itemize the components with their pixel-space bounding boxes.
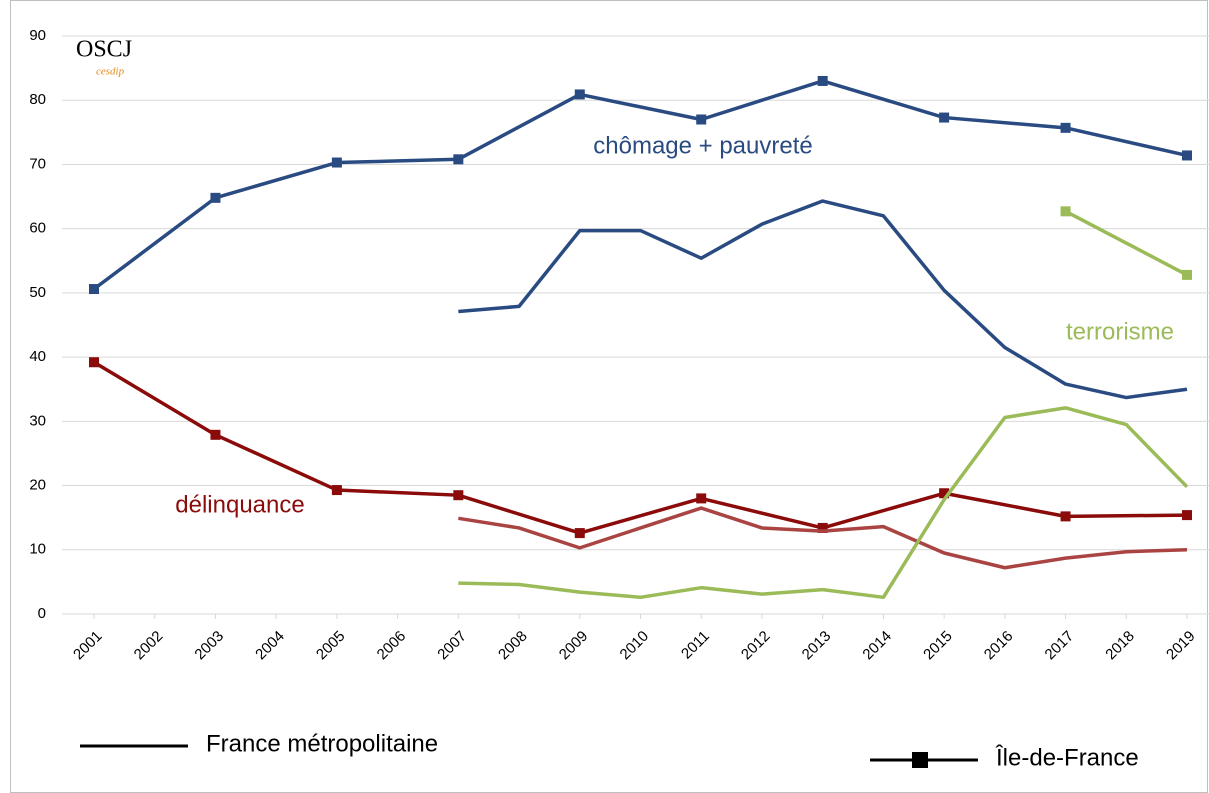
y-tick-label: 80 [29, 91, 46, 108]
marker [696, 493, 707, 504]
marker [331, 157, 342, 168]
x-tick-label: 2005 [313, 628, 349, 664]
marker [1060, 122, 1071, 133]
marker [331, 485, 342, 496]
marker [453, 490, 464, 501]
marker [1182, 150, 1192, 161]
annotation: chômage + pauvreté [593, 132, 812, 159]
marker [210, 429, 221, 440]
x-tick-label: 2016 [981, 628, 1017, 664]
x-tick-label: 2018 [1102, 628, 1138, 664]
annotation: délinquance [175, 491, 304, 518]
series-line [458, 199, 1188, 400]
marker [696, 114, 707, 125]
legend-label: France métropolitaine [206, 730, 438, 757]
marker [939, 488, 950, 499]
annotation: terrorisme [1066, 318, 1174, 345]
marker [1060, 511, 1071, 522]
y-tick-label: 90 [29, 27, 46, 44]
y-tick-label: 10 [29, 541, 46, 558]
marker [89, 357, 99, 368]
marker [817, 522, 828, 533]
x-tick-label: 2013 [799, 628, 835, 664]
x-tick-label: 2015 [920, 628, 956, 664]
series-line [458, 506, 1188, 570]
marker [1182, 269, 1192, 280]
marker [453, 154, 464, 165]
logo-subtitle: cesdip [96, 66, 125, 78]
x-tick-label: 2003 [191, 628, 227, 664]
chart-frame [10, 0, 1208, 793]
y-tick-label: 20 [29, 477, 46, 494]
marker [574, 89, 585, 100]
marker [939, 112, 950, 123]
x-tick-label: 2011 [678, 628, 713, 663]
marker [574, 528, 585, 539]
series-line [1064, 209, 1188, 277]
y-tick-label: 70 [29, 155, 46, 172]
x-tick-label: 2017 [1042, 628, 1078, 664]
y-tick-label: 60 [29, 220, 46, 237]
x-tick-label: 2006 [374, 628, 410, 664]
legend-label: Île-de-France [995, 744, 1139, 771]
x-tick-label: 2010 [617, 628, 653, 664]
x-tick-label: 2014 [859, 628, 895, 664]
series-line [93, 360, 1188, 535]
x-tick-label: 2002 [131, 628, 167, 664]
marker [817, 75, 828, 86]
x-tick-label: 2009 [556, 628, 592, 664]
y-tick-label: 40 [29, 348, 46, 365]
x-tick-label: 2007 [434, 628, 470, 664]
y-tick-label: 0 [38, 605, 46, 622]
marker [89, 284, 99, 295]
x-tick-label: 2001 [70, 628, 106, 664]
x-tick-label: 2008 [495, 628, 531, 664]
x-tick-label: 2019 [1163, 628, 1199, 664]
x-tick-label: 2012 [738, 628, 774, 664]
y-tick-label: 30 [29, 412, 46, 429]
marker [1060, 206, 1071, 217]
series-line [458, 406, 1189, 600]
series-line [92, 79, 1188, 291]
legend-marker [912, 752, 928, 768]
y-tick-label: 50 [29, 284, 46, 301]
marker [210, 192, 221, 203]
x-tick-label: 2004 [252, 628, 288, 664]
logo-title: OSCJ [76, 37, 132, 63]
marker [1182, 510, 1192, 521]
